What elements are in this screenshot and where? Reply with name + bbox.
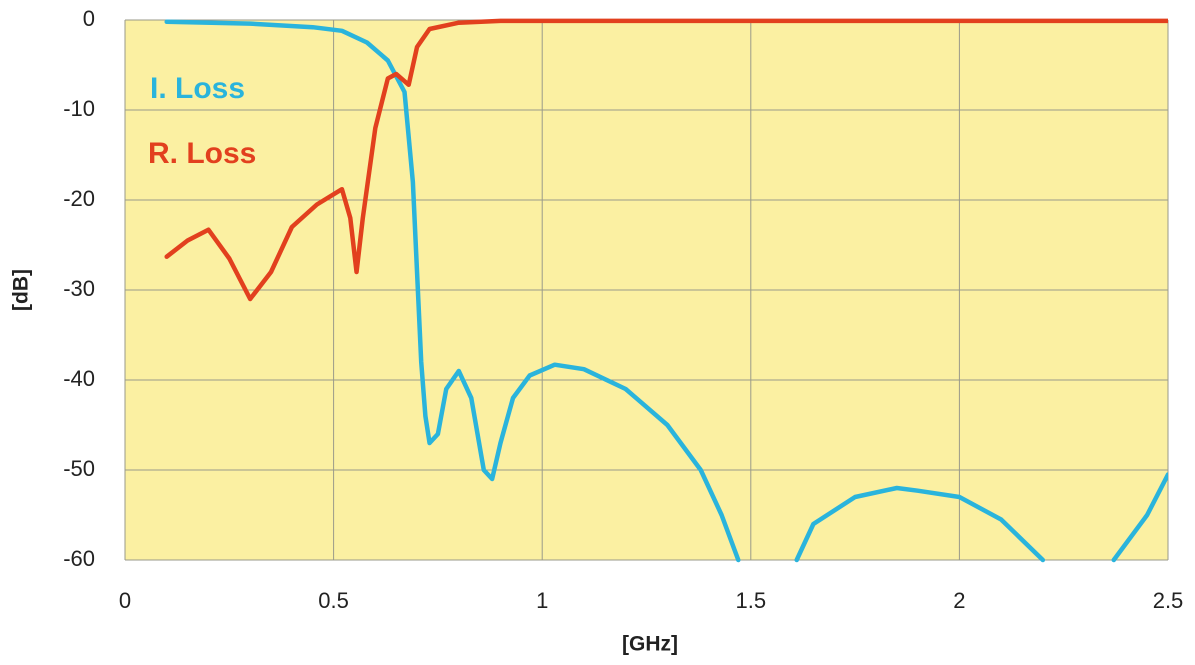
y-tick-label: -60 — [63, 546, 95, 571]
x-tick-label: 1 — [536, 588, 548, 613]
series-line — [164, 18, 1168, 302]
y-tick-label: -10 — [63, 96, 95, 121]
x-tick-label: 1.5 — [736, 588, 767, 613]
x-tick-label: 2.5 — [1153, 588, 1184, 613]
x-tick-label: 2 — [953, 588, 965, 613]
y-tick-label: -40 — [63, 366, 95, 391]
legend-label: I. Loss — [150, 72, 245, 105]
y-tick-label: -50 — [63, 456, 95, 481]
x-tick-label: 0 — [119, 588, 131, 613]
x-tick-label: 0.5 — [318, 588, 349, 613]
y-tick-label: -20 — [63, 186, 95, 211]
series-line — [164, 19, 1168, 563]
y-tick-label: 0 — [83, 6, 95, 31]
legend-label: R. Loss — [148, 137, 256, 170]
y-axis-title: [dB] — [10, 269, 33, 311]
x-axis-title: [GHz] — [622, 633, 678, 656]
y-tick-label: -30 — [63, 276, 95, 301]
